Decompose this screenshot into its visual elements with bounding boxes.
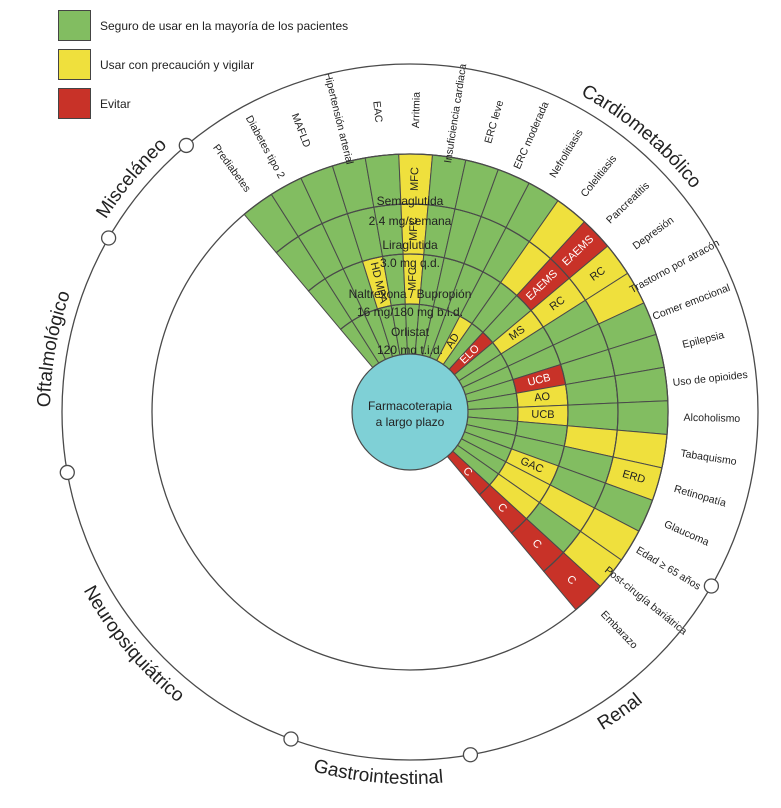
- category-divider-marker: [283, 731, 299, 747]
- condition-label: Pancreatitis: [604, 180, 652, 227]
- cell-label: UCB: [526, 372, 551, 389]
- legend-item-safe: Seguro de usar en la mayoría de los paci…: [58, 6, 348, 45]
- drug-name: Liraglutida: [382, 238, 438, 252]
- condition-label: ERC leve: [482, 99, 506, 145]
- legend-label: Seguro de usar en la mayoría de los paci…: [100, 18, 349, 33]
- condition-label: Insuficiencia cardiaca: [442, 63, 469, 164]
- condition-label: Depresión: [631, 214, 677, 252]
- center-title-line2: a largo plazo: [376, 415, 445, 429]
- category-label: Renal: [594, 689, 646, 734]
- ring-boundary-3: [275, 203, 619, 572]
- drug-name: Semaglutida: [377, 194, 444, 208]
- drug-name: Orlistat: [391, 325, 430, 339]
- condition-label: Uso de opioides: [672, 369, 748, 389]
- ring-boundary-4: [243, 153, 669, 611]
- condition-label: Embarazo: [598, 609, 640, 652]
- category-arc: [61, 63, 759, 761]
- category-label: Gastrointestinal: [311, 756, 444, 789]
- cell-label: UCB: [531, 409, 554, 422]
- center-title-line1: Farmacoterapia: [368, 399, 452, 413]
- condition-label: Diabetes tipo 2: [243, 114, 287, 181]
- condition-label: Nefrolitiasis: [547, 127, 585, 180]
- category-label: Neuropsiquiátrico: [79, 582, 188, 706]
- center-disc: [351, 353, 469, 471]
- drug-dose: 2.4 mg/semana: [369, 214, 452, 228]
- drug-dose: 3.0 mg q.d.: [380, 256, 440, 270]
- category-divider-marker: [178, 137, 194, 154]
- condition-label: Tabaquismo: [680, 447, 738, 467]
- legend: Seguro de usar en la mayoría de los paci…: [58, 6, 348, 123]
- condition-label: Edad ≥ 65 años: [634, 544, 703, 592]
- category-label: Misceláneo: [92, 134, 170, 222]
- condition-label: Colelitiasis: [578, 153, 619, 200]
- condition-label: Hipertensión arterial: [321, 72, 355, 166]
- condition-label: Epilepsia: [681, 329, 725, 351]
- legend-swatch-red: [58, 88, 91, 119]
- legend-label: Evitar: [100, 96, 131, 111]
- cell-alcoholismo-ring-4: [616, 400, 669, 436]
- cell-label: MFC: [408, 217, 421, 241]
- category-divider-marker: [59, 464, 75, 481]
- category-divider-marker: [703, 578, 720, 594]
- legend-item-avoid: Evitar: [58, 84, 348, 123]
- legend-item-caution: Usar con precaución y vigilar: [58, 45, 348, 84]
- drug-dose: 120 mg t.i.d.: [377, 343, 443, 357]
- drug-name: Naltrexona / Bupropión: [349, 287, 472, 301]
- ring-boundary-1: [340, 303, 519, 496]
- legend-swatch-green: [58, 10, 91, 41]
- cell-label: MFC: [409, 167, 422, 191]
- cell-label: MFC: [407, 267, 420, 291]
- legend-swatch-yellow: [58, 49, 91, 80]
- condition-label: Alcoholismo: [684, 412, 741, 425]
- drug-dose: 16 mg/180 mg b.i.d.: [357, 305, 463, 319]
- cell-label: AO: [534, 391, 552, 405]
- condition-label: Arritmia: [410, 92, 423, 129]
- category-divider-marker: [462, 747, 479, 763]
- condition-label: EAC: [370, 100, 384, 123]
- condition-label: Prediabetes: [210, 142, 253, 194]
- category-divider-marker: [100, 230, 117, 246]
- condition-label: Comer emocional: [651, 282, 732, 323]
- ring-boundary-2: [308, 253, 569, 534]
- legend-label: Usar con precaución y vigilar: [100, 57, 255, 72]
- condition-label: Glaucoma: [662, 518, 711, 548]
- category-label: Oftalmológico: [34, 288, 75, 407]
- condition-label: ERC moderada: [511, 100, 551, 171]
- condition-label: MAFLD: [289, 112, 313, 150]
- condition-label: Retinopatía: [673, 483, 728, 510]
